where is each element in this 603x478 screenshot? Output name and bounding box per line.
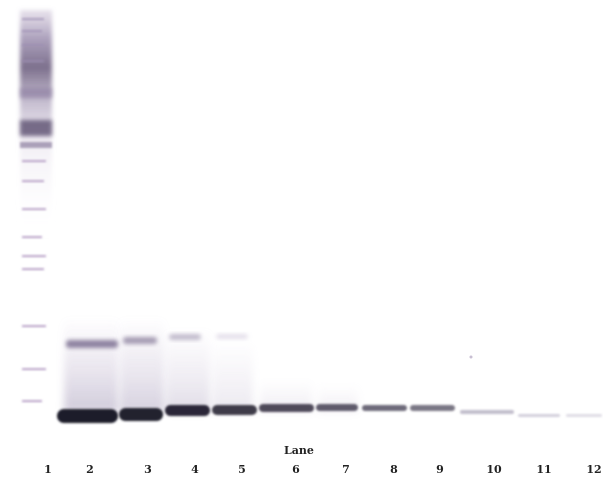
gel-speck <box>469 355 473 359</box>
ladder-marker-band <box>22 368 46 371</box>
main-band-lane-10 <box>460 410 514 414</box>
ladder-marker-band <box>22 255 46 258</box>
ladder-marker-band <box>22 208 46 211</box>
ladder-marker-band <box>22 236 42 239</box>
main-band-lane-6 <box>259 404 314 412</box>
lane-number-2: 2 <box>86 463 94 476</box>
upper-band <box>66 340 118 348</box>
ladder-lane <box>20 10 52 240</box>
lane-number-5: 5 <box>238 463 246 476</box>
lane-smear <box>213 340 253 412</box>
main-bands <box>57 404 602 423</box>
ladder-marker-band <box>22 400 42 403</box>
main-band-lane-4 <box>165 405 210 416</box>
upper-band <box>169 334 201 340</box>
upper-bands <box>66 334 248 348</box>
lane-number-10: 10 <box>486 463 502 476</box>
main-band-lane-2 <box>57 409 118 423</box>
main-band-lane-3 <box>119 408 163 421</box>
main-band-lane-12 <box>566 414 602 417</box>
lane-number-6: 6 <box>292 463 300 476</box>
ladder-marker-band <box>22 180 44 183</box>
upper-band <box>216 334 248 339</box>
ladder-marker-band <box>22 30 42 33</box>
lane-number-3: 3 <box>144 463 152 476</box>
lane-smear <box>64 318 118 412</box>
lane-smear <box>120 318 164 412</box>
lane-smear <box>166 330 210 412</box>
lane-number-7: 7 <box>342 463 350 476</box>
ladder-marker-band <box>22 325 46 328</box>
lane-number-1: 1 <box>44 463 52 476</box>
ladder-marker-bands <box>22 18 46 403</box>
ladder-marker-band <box>22 60 44 63</box>
main-band-lane-9 <box>410 405 455 411</box>
main-band-lane-8 <box>362 405 407 411</box>
main-band-lane-5 <box>212 405 257 415</box>
ladder-marker-band <box>22 18 44 21</box>
upper-band <box>123 337 157 344</box>
ladder-marker-band <box>22 44 44 47</box>
lane-number-11: 11 <box>536 463 552 476</box>
lane-smears <box>64 318 358 412</box>
ladder-marker-band <box>22 160 46 163</box>
lane-number-12: 12 <box>586 463 602 476</box>
lane-axis-caption: Lane <box>284 444 314 457</box>
lane-number-8: 8 <box>390 463 398 476</box>
main-band-lane-11 <box>518 414 560 417</box>
ladder-marker-band <box>22 268 44 271</box>
lane-number-4: 4 <box>191 463 199 476</box>
main-band-lane-7 <box>316 404 358 411</box>
lane-number-9: 9 <box>436 463 444 476</box>
